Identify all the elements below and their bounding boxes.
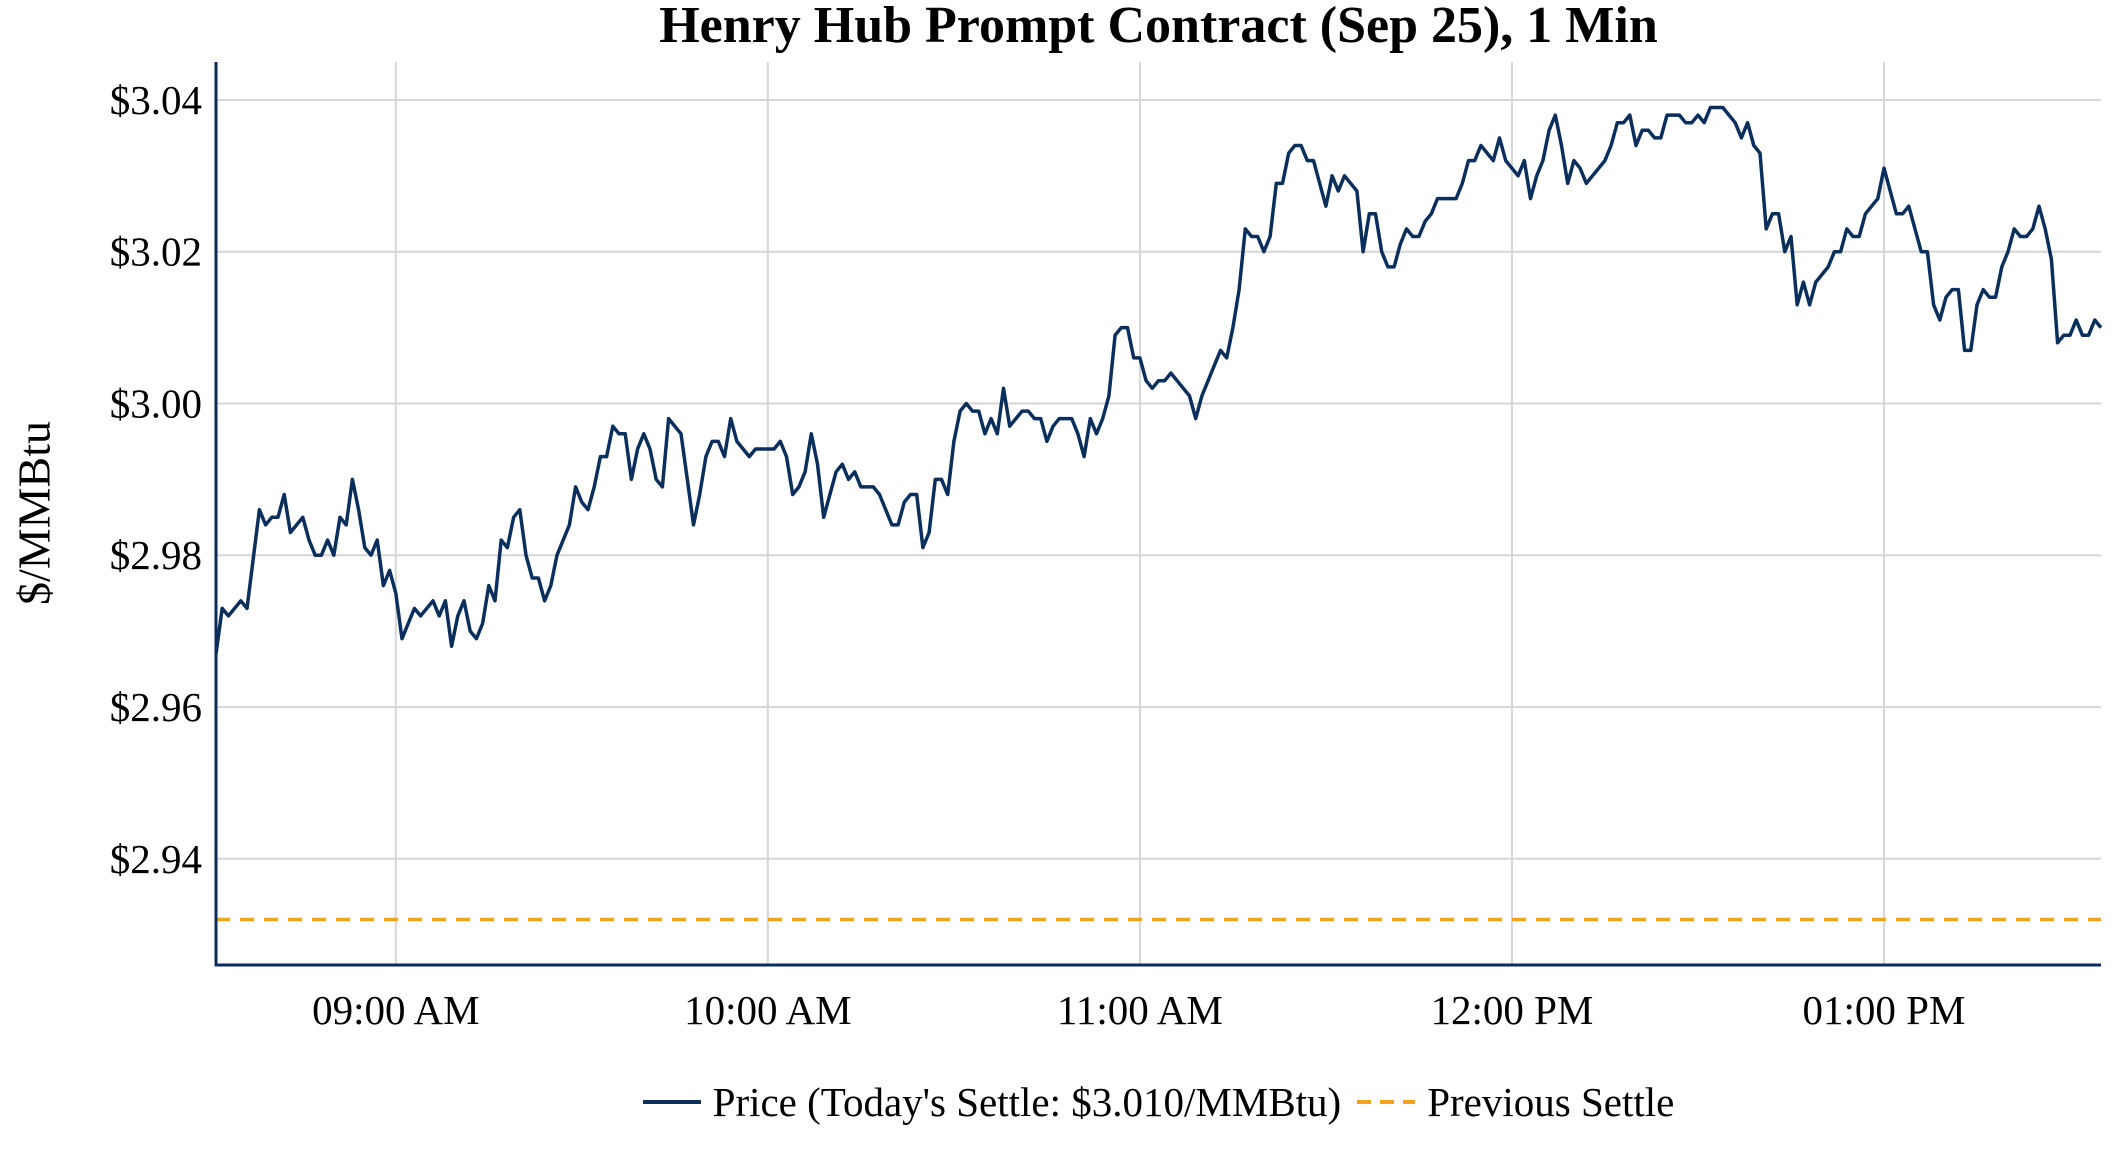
- legend-label-previous-settle: Previous Settle: [1427, 1079, 1675, 1125]
- axes: [214, 62, 2101, 967]
- x-tick-label: 12:00 PM: [1430, 987, 1593, 1033]
- legend: Price (Today's Settle: $3.010/MMBtu) Pre…: [216, 1078, 2101, 1126]
- tick-labels: $2.94 $2.96 $2.98 $3.00 $3.02 $3.04 09:00 AM 10…: [110, 77, 1966, 1033]
- x-tick-label: 09:00 AM: [312, 987, 479, 1033]
- gridlines: [216, 62, 2101, 965]
- legend-dashed-line-icon: [1357, 1100, 1416, 1104]
- y-tick-label: $3.04: [110, 77, 202, 123]
- y-tick-label: $3.02: [110, 229, 202, 275]
- y-tick-label: $3.00: [110, 380, 202, 426]
- legend-label-price: Price (Today's Settle: $3.010/MMBtu): [712, 1079, 1342, 1125]
- x-tick-label: 10:00 AM: [684, 987, 851, 1033]
- x-tick-label: 01:00 PM: [1803, 987, 1966, 1033]
- y-tick-label: $2.94: [110, 836, 202, 882]
- y-tick-label: $2.98: [110, 532, 202, 578]
- price-line: [214, 105, 2103, 655]
- legend-item-previous-settle: Previous Settle: [1357, 1078, 1674, 1126]
- legend-item-price: Price (Today's Settle: $3.010/MMBtu): [642, 1078, 1342, 1126]
- legend-solid-line-icon: [642, 1100, 701, 1104]
- price-series-group: [214, 105, 2103, 655]
- chart-title: Henry Hub Prompt Contract (Sep 25), 1 Mi…: [659, 0, 1658, 54]
- y-tick-label: $2.96: [110, 684, 202, 730]
- x-tick-label: 11:00 AM: [1057, 987, 1223, 1033]
